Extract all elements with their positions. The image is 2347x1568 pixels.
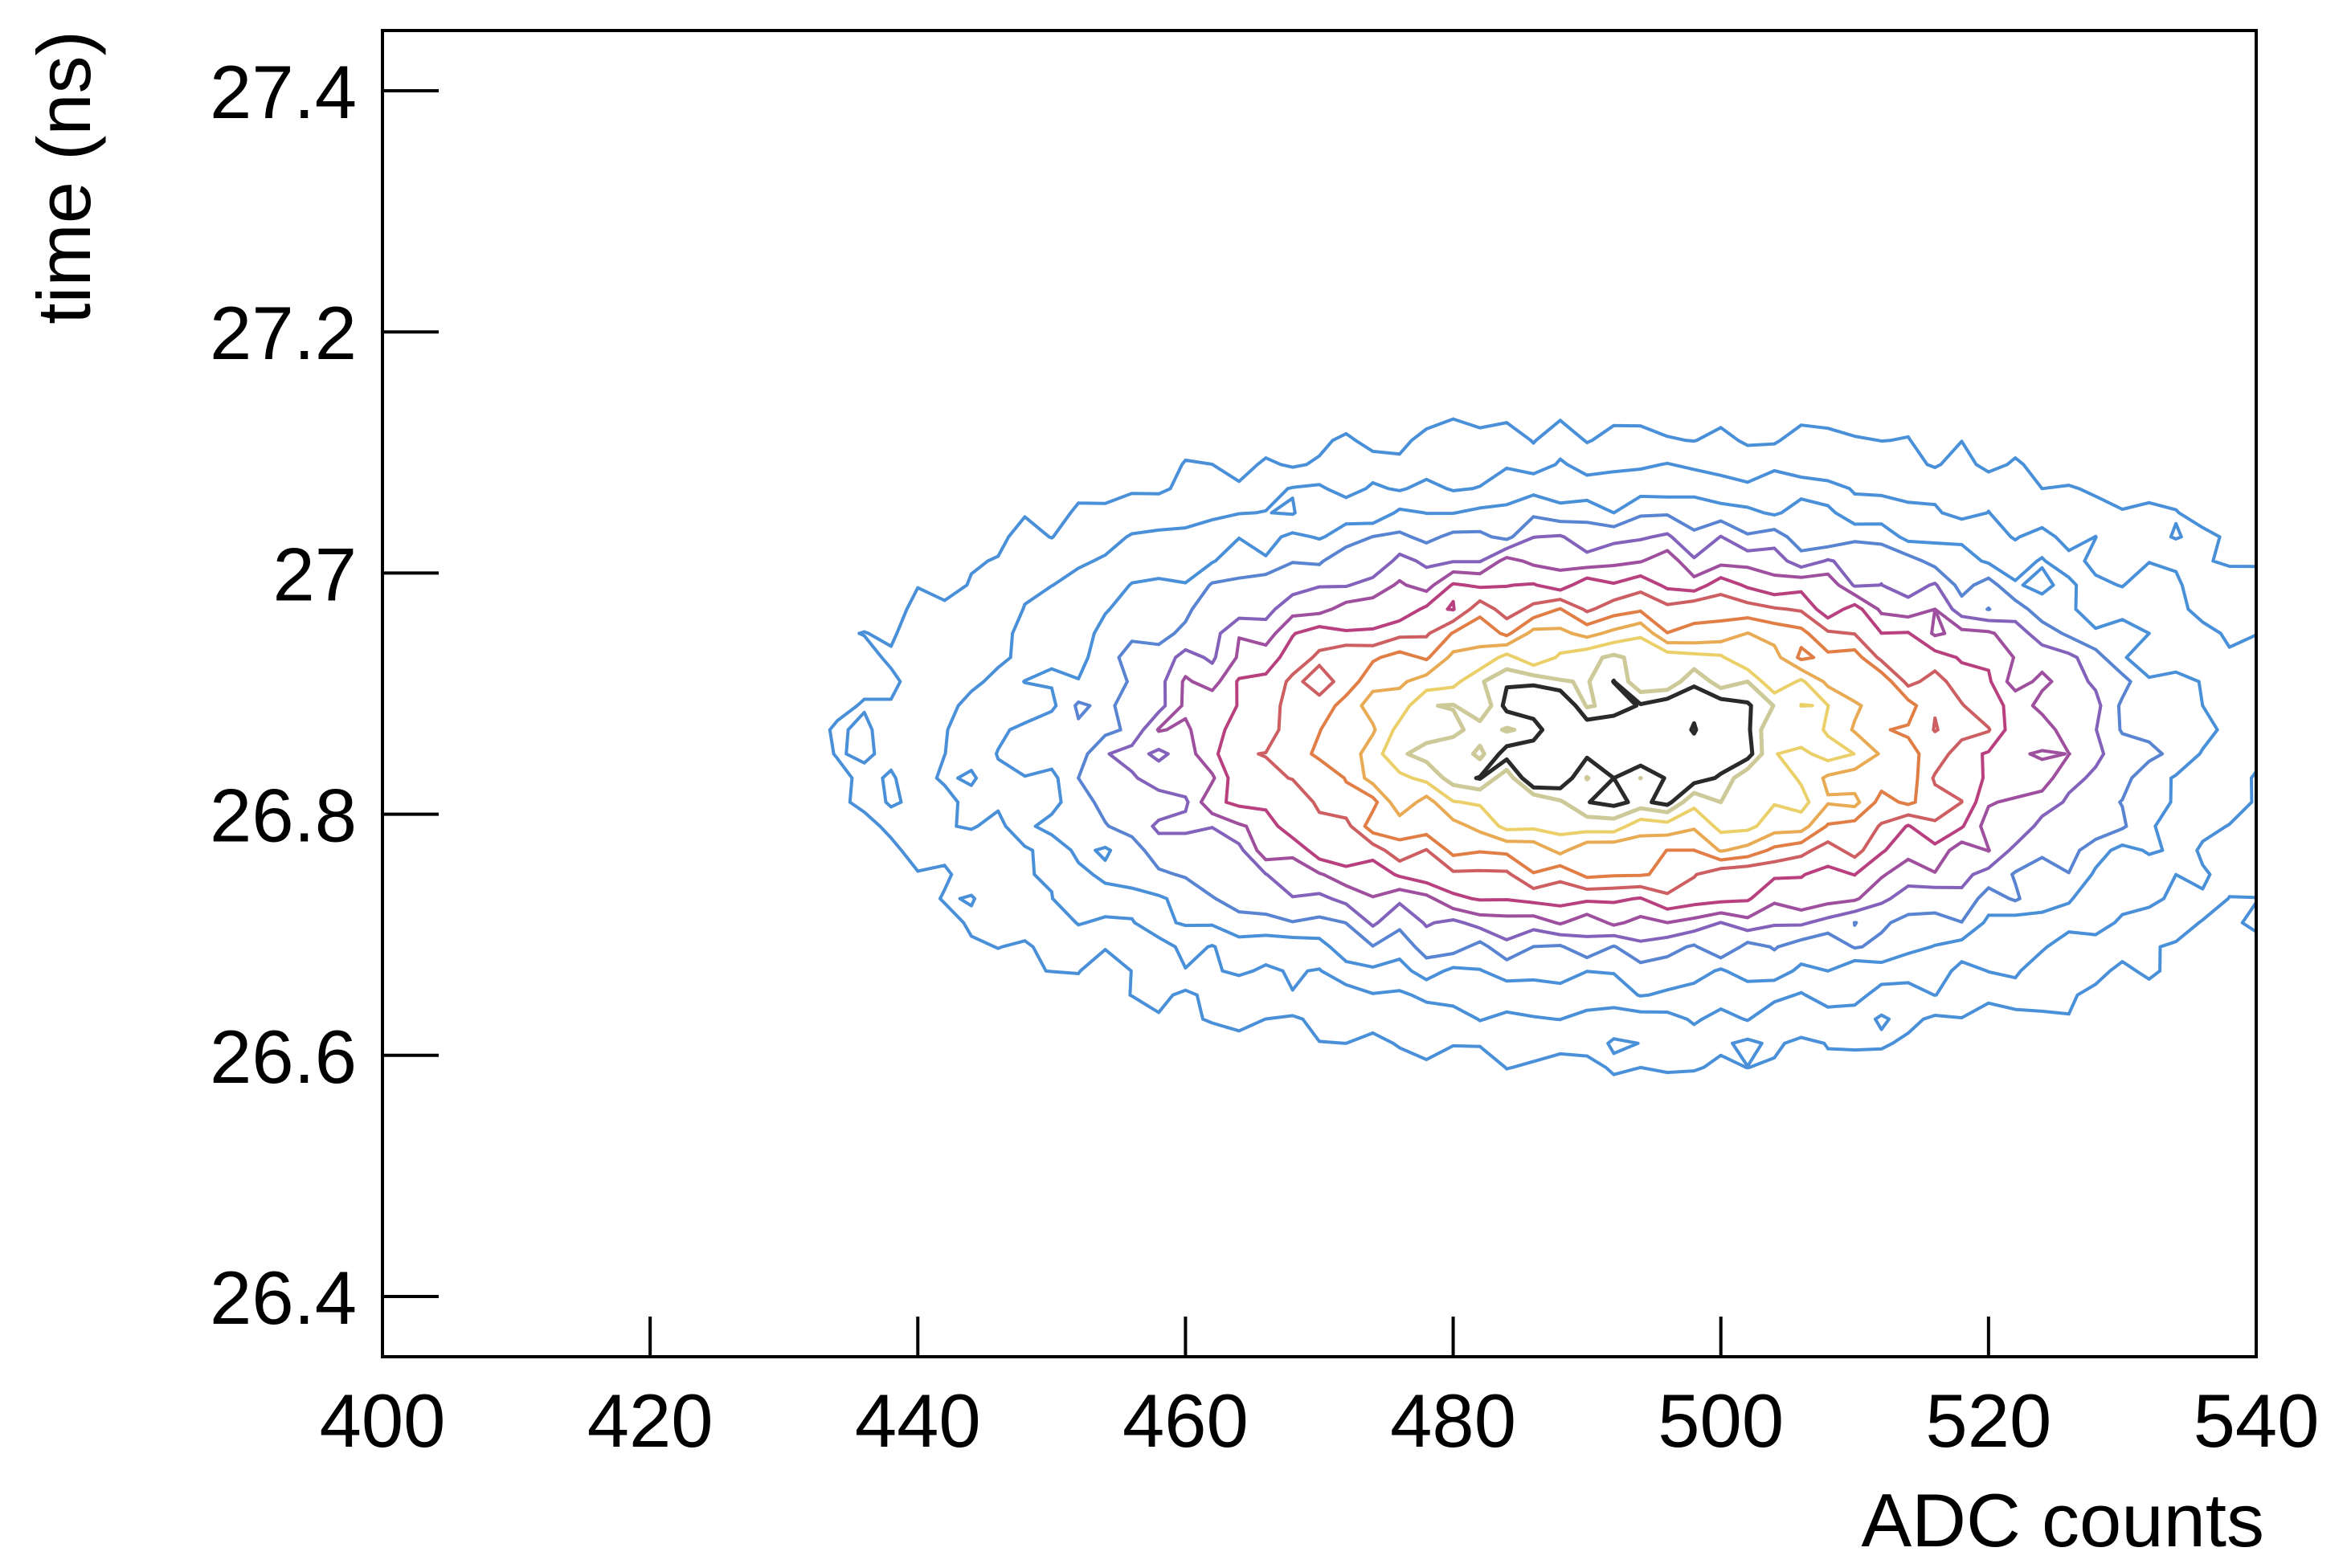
y-tick-label: 27.2	[210, 291, 357, 375]
x-axis-ticks: 400 420 440 460 480 500 520 540	[320, 1317, 2320, 1463]
contour-level-5	[1155, 549, 2071, 927]
contour-level-9	[1359, 621, 1880, 855]
y-tick-label: 27.4	[210, 50, 357, 134]
contour-lines	[828, 417, 2256, 1076]
x-axis-title: ADC counts	[1861, 1478, 2264, 1562]
plot-frame	[381, 29, 2258, 1358]
x-tick-label: 420	[587, 1378, 714, 1463]
y-tick-label: 27	[272, 532, 357, 616]
x-tick-label: 520	[1925, 1378, 2051, 1463]
x-tick-label: 480	[1390, 1378, 1516, 1463]
x-tick-label: 460	[1122, 1378, 1249, 1463]
contour-level-10	[1380, 635, 1856, 836]
contour-level-3	[1073, 513, 2165, 965]
contour-level-2	[995, 493, 2219, 998]
y-tick-label: 26.4	[210, 1256, 357, 1340]
contour-level-4	[1107, 532, 2106, 943]
y-axis-title: time (ns)	[22, 31, 106, 325]
y-tick-label: 26.8	[210, 774, 357, 858]
contour-level-7	[1257, 590, 1992, 896]
x-tick-label: 400	[320, 1378, 446, 1463]
y-tick-label: 26.6	[210, 1015, 357, 1099]
contour-level-8	[1310, 606, 1921, 880]
x-tick-label: 540	[2194, 1378, 2320, 1463]
contour-level-0	[828, 417, 2256, 1076]
contour-level-1	[934, 457, 2256, 1027]
contour-level-12	[1474, 678, 1755, 808]
y-axis-ticks: 26.4 26.6 26.8 27 27.2 27.4	[210, 50, 439, 1340]
x-tick-label: 500	[1658, 1378, 1784, 1463]
contour-level-6	[1216, 574, 2007, 911]
x-tick-label: 440	[855, 1378, 981, 1463]
contour-level-11	[1405, 652, 1776, 821]
